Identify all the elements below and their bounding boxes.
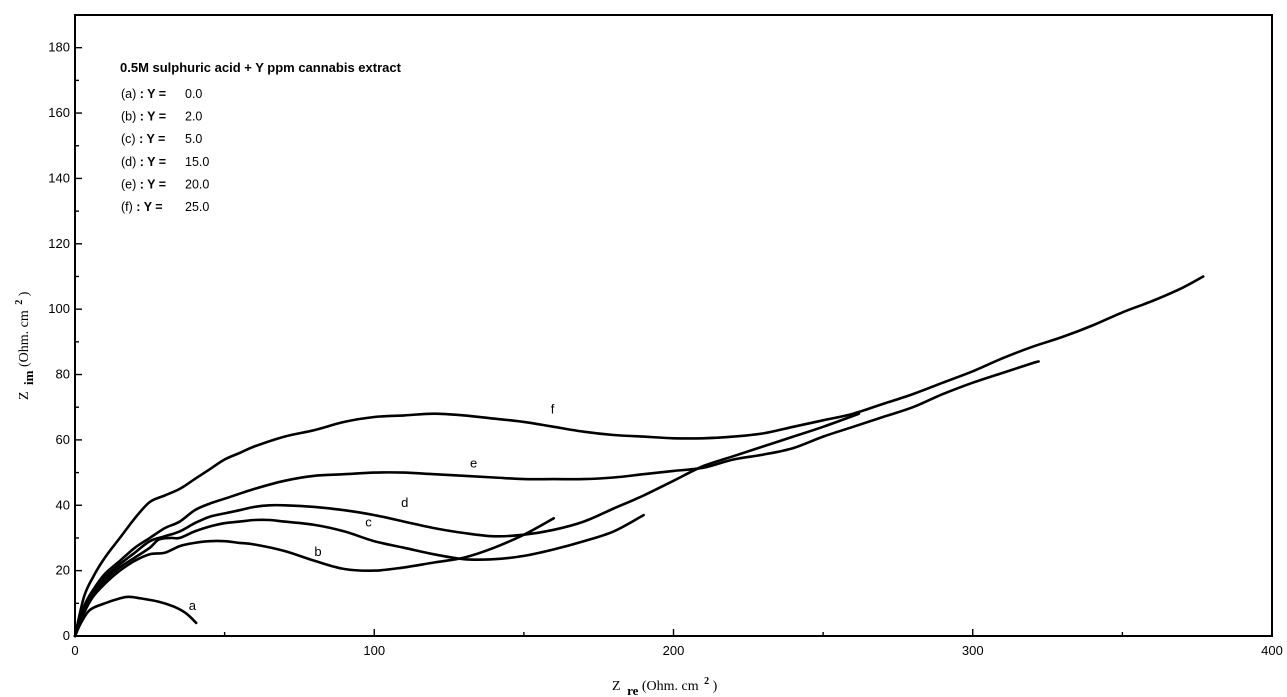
legend-entry-eq: : Y = [140,110,166,124]
curve-a [73,595,198,638]
curve-labels: a b c d e f [189,402,555,613]
legend-entry: (b) : Y = 2.0 [121,110,202,124]
x-tick-label: 300 [962,643,984,658]
curve-label-e: e [470,456,477,471]
y-tick-label: 60 [56,432,70,447]
y-tick-label: 180 [48,40,70,55]
y-axis-title-close: ) [17,291,32,296]
legend-entry-tag: (c) [121,132,139,146]
y-tick-label: 20 [56,563,70,578]
legend-entry-tag: (b) [121,110,140,124]
x-axis-title: Z re (Ohm. cm 2 ) [612,673,718,697]
y-tick-label: 160 [48,105,70,120]
legend-entry-value: 20.0 [185,177,209,191]
y-axis-title-unit: (Ohm. cm [17,310,32,367]
axis-ticks: 0 100 200 300 400 0 20 40 60 80 100 120 140 160 180 [48,40,1283,658]
x-tick-label: 0 [71,643,78,658]
legend-entry-eq: : Y = [140,155,166,169]
legend-entry-eq: : Y = [136,200,162,214]
svg-text:Z re (Ohm. cm: Z re (Ohm. cm 2 ) [612,673,718,697]
x-axis-title-close: ) [713,679,718,694]
legend-entry-value: 15.0 [185,155,209,169]
legend-entry-eq: : Y = [139,132,165,146]
y-tick-label: 140 [48,170,70,185]
curve-label-c: c [365,515,372,530]
curve-b [73,517,556,638]
legend-entry-value: 0.0 [185,87,202,101]
x-axis-title-sup: 2 [704,676,709,687]
svg-text:Z im (Ohm. cm: Z im (Ohm. cm 2 ) [11,291,37,400]
legend-entry: (c) : Y = 5.0 [121,132,202,146]
y-tick-label: 40 [56,497,70,512]
curve-label-b: b [314,544,321,559]
y-axis-title-sup: 2 [14,300,25,305]
curve-f [73,275,1205,638]
legend-entry: (e) : Y = 20.0 [121,177,209,191]
legend-entry-value: 2.0 [185,110,202,124]
x-tick-label: 100 [363,643,385,658]
x-axis-title-sub: re [627,683,639,697]
y-axis-title-main: Z [17,391,32,400]
curve-c [73,513,645,638]
x-tick-label: 400 [1261,643,1283,658]
curve-d [73,412,861,638]
y-tick-label: 120 [48,236,70,251]
legend-entry-tag: (e) [121,177,140,191]
legend-entry-value: 25.0 [185,200,209,214]
legend-entry-value: 5.0 [185,132,202,146]
legend-entry-tag: (d) [121,155,140,169]
legend: 0.5M sulphuric acid + Y ppm cannabis ext… [120,60,402,214]
legend-entry-eq: : Y = [140,87,166,101]
curve-label-f: f [551,402,555,417]
y-axis-title-sub: im [21,370,36,385]
legend-entry: (a) : Y = 0.0 [121,87,202,101]
legend-title: 0.5M sulphuric acid + Y ppm cannabis ext… [120,60,402,75]
x-axis-title-main: Z [612,679,621,694]
legend-entry: (d) : Y = 15.0 [121,155,209,169]
y-tick-label: 80 [56,367,70,382]
curve-label-d: d [401,495,408,510]
legend-entry-tag: (f) [121,200,136,214]
legend-entries: (a) : Y = 0.0 (b) : Y = 2.0 (c) : Y = 5.0 (d) … [121,87,209,214]
x-axis-title-unit: (Ohm. cm [642,679,699,694]
curve-e [73,360,1040,638]
legend-entry-tag: (a) [121,87,140,101]
y-tick-label: 0 [63,628,70,643]
y-axis-title: Z im (Ohm. cm 2 ) [11,291,37,400]
y-tick-label: 100 [48,301,70,316]
legend-entry: (f) : Y = 25.0 [121,200,209,214]
x-tick-label: 200 [663,643,685,658]
legend-entry-eq: : Y = [140,177,166,191]
curve-label-a: a [189,598,197,613]
data-curves [73,275,1205,638]
